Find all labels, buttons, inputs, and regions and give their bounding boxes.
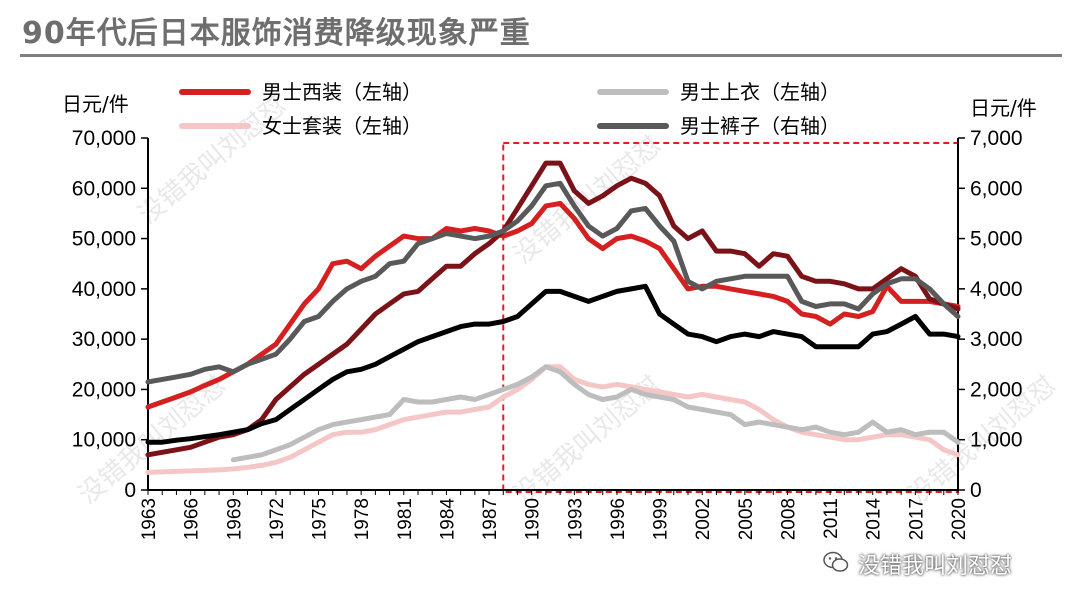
wechat-icon	[823, 551, 849, 572]
left-axis-unit: 日元/件	[62, 92, 129, 116]
right-y-tick-label: 0	[970, 479, 982, 502]
x-tick-label: 2020	[949, 498, 970, 540]
right-y-tick-label: 1,000	[970, 429, 1023, 452]
page-title: 90年代后日本服饰消费降级现象严重	[22, 16, 531, 51]
x-tick-label: 2011	[821, 498, 842, 539]
x-tick-label: 1999	[651, 498, 672, 540]
title-divider	[20, 54, 1062, 57]
right-y-tick-label: 6,000	[970, 177, 1023, 200]
series-line	[145, 180, 961, 385]
x-tick-label: 2002	[693, 498, 714, 540]
chart-legend: 男士西装（左轴） 男士上衣（左轴） 女士套装（左轴） 男士裤子（右轴）	[179, 80, 840, 138]
chart-axes: 0 10,000 20,000 30,000 40,000 50,000 60,000 70,…	[72, 127, 1023, 540]
right-y-tick-label: 2,000	[970, 378, 1023, 401]
right-axis-unit: 日元/件	[970, 96, 1037, 120]
chart-series	[145, 160, 961, 475]
x-tick-label: 1978	[352, 498, 373, 540]
left-y-tick-label: 20,000	[72, 378, 136, 401]
x-tick-label: 1984	[437, 498, 458, 541]
left-y-tick-label: 40,000	[72, 278, 136, 301]
legend-label: 男士上衣（左轴）	[680, 80, 840, 104]
x-tick-label: 2014	[864, 498, 885, 541]
x-tick-label: 1975	[310, 498, 331, 540]
right-y-tick-label: 5,000	[970, 228, 1023, 251]
series-line	[230, 364, 961, 463]
left-y-tick-label: 70,000	[72, 127, 136, 150]
x-tick-label: 2017	[906, 498, 927, 540]
legend-label: 男士西装（左轴）	[262, 80, 422, 104]
left-y-tick-label: 10,000	[72, 429, 136, 452]
x-tick-label: 1987	[480, 498, 501, 540]
x-tick-label: 1996	[608, 498, 629, 540]
x-tick-label: 1969	[224, 498, 245, 540]
left-y-tick-label: 50,000	[72, 228, 136, 251]
x-tick-label: 1966	[182, 498, 203, 540]
right-y-tick-label: 7,000	[970, 127, 1023, 150]
right-y-tick-label: 3,000	[970, 328, 1023, 351]
series-line	[145, 160, 961, 458]
legend-label: 女士套装（左轴）	[262, 114, 422, 138]
left-y-tick-label: 0	[124, 479, 136, 502]
x-tick-label: 2008	[778, 498, 799, 540]
x-tick-label: 1993	[565, 498, 586, 540]
left-y-tick-label: 60,000	[72, 177, 136, 200]
x-tick-label: 1972	[267, 498, 288, 540]
left-y-tick-label: 30,000	[72, 328, 136, 351]
x-tick-label: 2005	[736, 498, 757, 540]
x-tick-label: 1963	[139, 498, 160, 540]
legend-label: 男士裤子（右轴）	[680, 114, 840, 138]
series-line	[145, 283, 961, 445]
highlight-box	[502, 142, 959, 493]
x-tick-label: 1981	[395, 498, 416, 540]
right-y-tick-label: 4,000	[970, 278, 1023, 301]
x-tick-label: 1990	[523, 498, 544, 540]
footer-brand: 没错我叫刘怼怼	[858, 554, 1013, 579]
series-line	[145, 200, 961, 410]
